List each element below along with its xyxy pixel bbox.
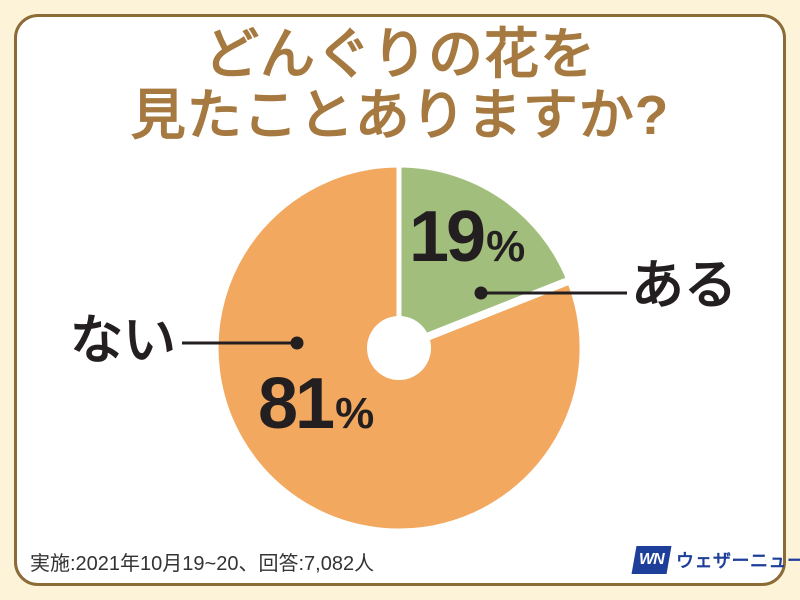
chart-title-line2: 見たことありますか? [130,83,670,146]
percent-value-aru: 19 [409,197,486,277]
chart-title: どんぐりの花を 見たことありますか? [0,24,800,145]
pie-slice-aru [396,162,572,351]
callout-dot-nai [290,336,304,350]
percent-unit-nai: % [335,389,375,438]
percent-label-nai: 81% [258,368,374,440]
survey-info-text: 実施:2021年10月19~20、回答:7,082人 [30,553,375,575]
slice-label-nai: ない [70,311,176,370]
wn-logo-mark: WN [631,546,672,574]
percent-label-aru: 19% [409,201,525,273]
callout-dot-aru [474,286,488,300]
weathernews-logo: WN ウェザーニュース [631,546,800,574]
percent-unit-aru: % [486,222,526,271]
wn-logo-mark-text: WN [639,551,664,568]
donut-hole [367,316,431,380]
chart-title-line1: どんぐりの花を [203,23,596,85]
percent-value-nai: 81 [258,364,335,444]
weathernews-logo-name: ウェザーニュース [676,551,800,571]
slice-label-aru: ある [631,256,737,315]
